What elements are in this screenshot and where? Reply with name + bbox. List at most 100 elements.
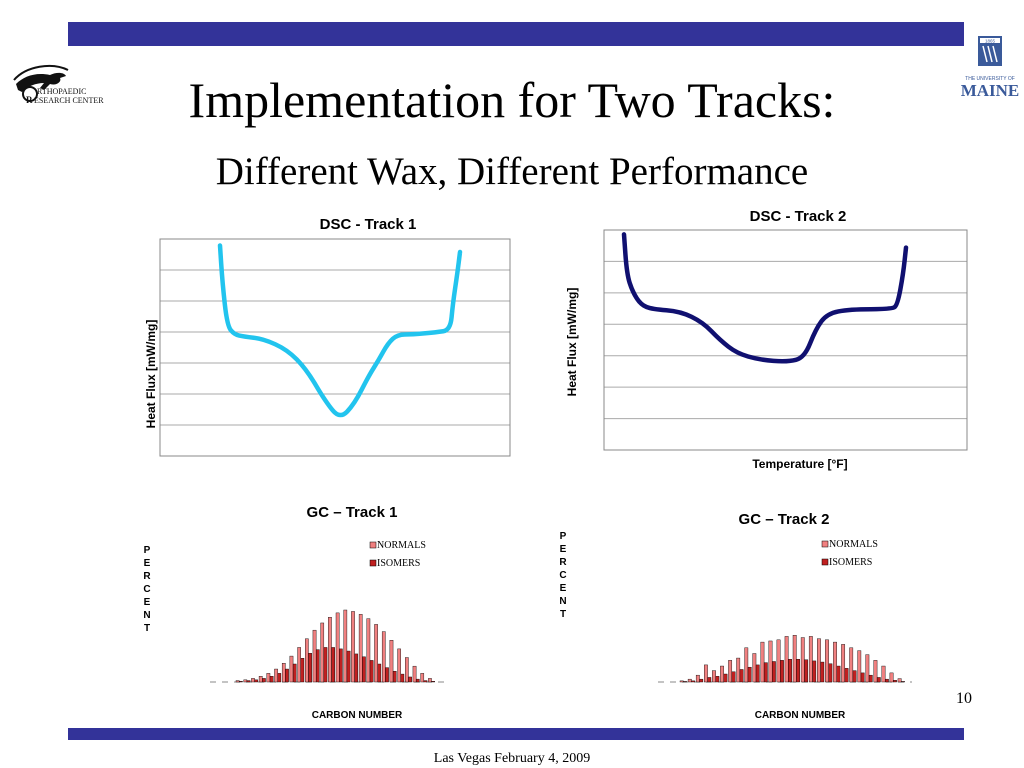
dsc2-xlabel: Temperature [°F] [752,457,847,471]
normals-bar [736,657,741,683]
normals-bar [800,637,805,683]
dsc2-series-line [621,232,909,364]
isomers-bar [804,659,809,683]
ylabel-letter: E [144,558,151,569]
ylabel-letter: T [144,623,150,634]
orthopaedic-research-center-logo: RTHOPAEDIC R ESEARCH CENTER [13,64,104,105]
normals-bar [720,665,724,683]
isomers-bar [254,679,259,683]
normals-bar [320,622,325,683]
isomers-bar [431,681,435,683]
isomers-bar [246,680,251,683]
normals-bar [897,678,902,683]
normals-bar [889,672,894,683]
isomers-bar [755,664,760,683]
normals-bar [776,639,781,683]
logo-line1: RTHOPAEDIC [37,87,86,96]
isomers-bar [354,653,359,683]
isomers-bar [315,649,320,683]
logo-r-letter: R [26,95,33,105]
normals-bar [728,660,733,683]
normals-bar [873,660,878,683]
slide-title: Implementation for Two Tracks: [188,72,836,128]
normals-bar [817,638,821,683]
dsc1-gridlines [160,269,510,426]
isomers-bar [415,678,420,683]
isomers-bar [392,670,397,683]
normals-bar [768,640,773,683]
gc1-bars [235,609,435,683]
ylabel-letter: C [143,584,150,595]
dsc1-ylabel: Heat Flux [mW/mg] [144,320,158,429]
normals-bar [351,611,355,683]
maine-line1: THE UNIVERSITY OF [965,76,1015,82]
normals-bar [358,614,363,683]
isomers-bar [868,674,873,683]
isomers-bar [362,656,366,683]
horse-icon [16,72,66,92]
isomers-bar [408,676,412,683]
normals-bar [312,629,317,683]
isomers-bar [385,667,389,683]
gc2-legend-normals-swatch [821,540,829,548]
normals-bar [744,647,749,683]
normals-bar [243,679,248,683]
isomers-bar [820,661,825,683]
ylabel-letter: P [560,531,567,542]
normals-bar [687,678,692,683]
normals-bar [397,648,401,683]
gc2-bars [679,635,905,683]
normals-bar [752,653,757,683]
normals-bar [343,609,348,683]
gc1-legend-normals: NORMALS [377,540,426,551]
ylabel-letter: T [560,609,566,620]
normals-bar [792,635,797,683]
normals-bar [235,680,240,683]
normals-bar [704,664,708,683]
university-of-maine-logo: 1865 THE UNIVERSITY OF MAINE [961,36,1020,100]
normals-bar [281,663,286,683]
isomers-bar [423,680,428,683]
gc2-legend: NORMALS ISOMERS [821,539,878,568]
maine-line2: MAINE [961,81,1020,100]
bottom-banner-bar [68,728,964,740]
gc1-legend: NORMALS ISOMERS [369,540,426,569]
gc2-legend-isomers: ISOMERS [829,557,872,568]
normals-bar [841,644,846,683]
gc1-legend-normals-swatch [369,541,377,549]
dsc1-title: DSC - Track 1 [320,216,417,233]
dsc1-xlabel-mask [286,462,446,475]
isomers-bar [269,676,274,683]
gc2-title: GC – Track 2 [739,511,830,528]
arc-swoosh-icon [13,64,69,81]
gc1-legend-isomers-swatch [369,559,377,567]
isomers-bar [377,663,382,683]
ylabel-letter: C [559,570,566,581]
normals-bar [695,674,700,683]
normals-bar [420,673,425,683]
dsc1-series-line [217,243,463,418]
footer-text: Las Vegas February 4, 2009 [433,751,591,766]
maine-crest-lines [982,45,998,63]
normals-bar [825,639,829,683]
gc1-xlabel: CARBON NUMBER [312,710,403,721]
top-banner-bar [68,22,964,46]
normals-bar [328,616,332,683]
isomers-bar [277,673,282,683]
isomers-bar [331,647,335,683]
isomers-bar [323,647,328,683]
isomers-bar [796,658,800,683]
ylabel-letter: E [144,597,151,608]
normals-bar [712,670,716,683]
page-number: 10 [956,690,972,707]
ylabel-letter: R [143,571,151,582]
dsc2-plot-frame [603,229,968,451]
normals-bar [381,631,386,683]
dsc2-title: DSC - Track 2 [750,208,847,225]
isomers-bar [763,662,768,683]
logo-o-letter [22,86,38,102]
isomers-bar [836,665,841,683]
isomers-bar [369,660,374,683]
